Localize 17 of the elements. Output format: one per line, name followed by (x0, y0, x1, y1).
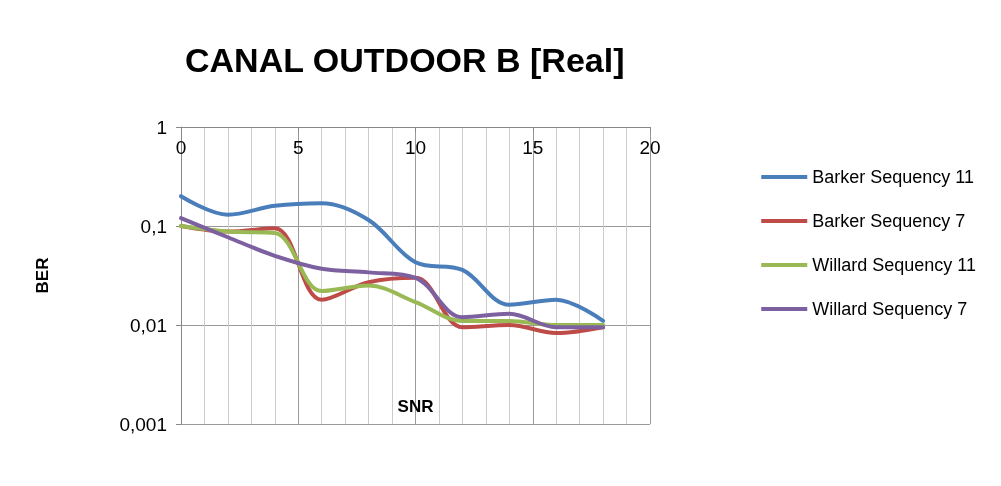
legend-label: Barker Sequency 11 (812, 167, 975, 187)
line-series (179, 194, 606, 323)
y-tick-label: 0,01 (130, 314, 167, 336)
x-tick-label: 5 (292, 137, 304, 158)
y-tick-label: 0,1 (140, 215, 167, 237)
x-tick-label: 0 (175, 137, 187, 158)
legend-label: Barker Sequency 7 (812, 211, 966, 231)
legend-label: Willard Sequency 7 (812, 299, 968, 319)
chart-title: CANAL OUTDOOR B [Real] (185, 41, 625, 79)
x-axis-title: SNR (397, 397, 434, 416)
x-tick-label: 10 (404, 137, 427, 158)
x-tick-label: 20 (639, 137, 661, 158)
legend-label: Willard Sequency 11 (812, 255, 976, 275)
y-axis-title: BER (33, 257, 52, 294)
y-tick-label: 1 (156, 116, 167, 138)
x-tick-label: 15 (522, 137, 544, 158)
y-tick-label: 0,001 (119, 413, 167, 435)
